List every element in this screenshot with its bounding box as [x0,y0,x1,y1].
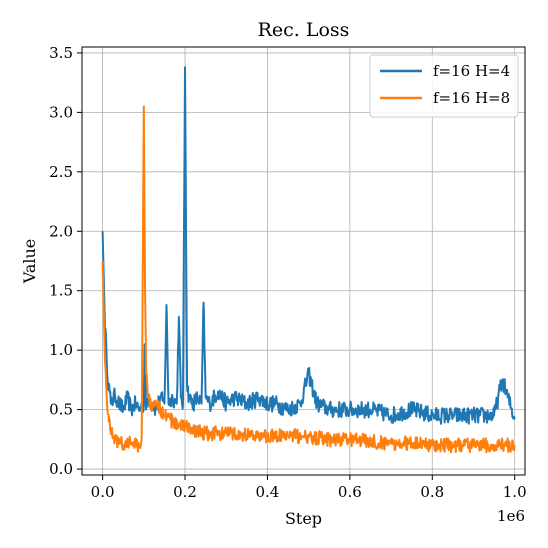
x-tick-label: 0.8 [420,483,444,501]
ticks: 0.0 0.2 0.4 0.6 0.8 1.0 0.0 0.5 1.0 1.5 2.0 2.5 3.0 3… [49,44,526,501]
y-tick-label: 0.0 [49,460,73,478]
y-tick-label: 1.0 [49,341,73,359]
x-offset-label: 1e6 [497,507,525,525]
y-tick-label: 0.5 [49,401,73,419]
x-axis-label: Step [285,509,322,528]
y-tick-label: 3.0 [49,103,73,121]
legend-label-series-0: f=16 H=4 [433,62,510,80]
x-tick-label: 0.6 [338,483,362,501]
legend-label-series-1: f=16 H=8 [433,89,510,107]
plot-frame [81,46,526,476]
series-line-1 [101,105,516,454]
y-axis-label: Value [20,239,39,285]
legend: f=16 H=4 f=16 H=8 [369,54,519,118]
y-tick-label: 3.5 [49,44,73,62]
series-line-0 [101,66,516,425]
y-tick-label: 2.0 [49,222,73,240]
x-tick-label: 0.2 [173,483,197,501]
y-tick-label: 2.5 [49,163,73,181]
series-layer [101,66,516,454]
x-tick-label: 0.4 [256,483,280,501]
y-tick-label: 1.5 [49,282,73,300]
x-tick-label: 1.0 [503,483,527,501]
chart-title: Rec. Loss [258,19,350,41]
x-tick-label: 0.0 [91,483,115,501]
